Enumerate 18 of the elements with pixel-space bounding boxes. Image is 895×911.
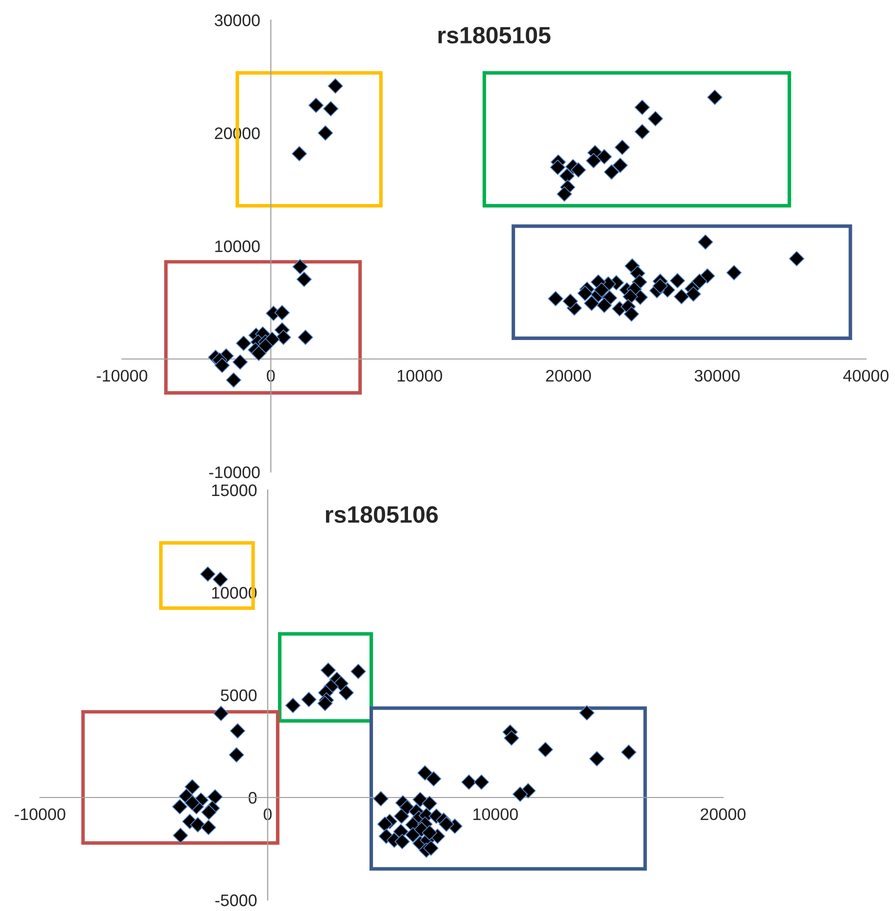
x-tick-label: 0 xyxy=(266,370,275,382)
y-tick-label: -10000 xyxy=(209,466,260,478)
x-tick-label: 10000 xyxy=(473,808,518,820)
x-tick-label: 0 xyxy=(264,808,272,820)
x-tick-label: 20000 xyxy=(700,808,746,820)
y-tick-label: 5000 xyxy=(220,689,257,702)
y-tick-label: 30000 xyxy=(214,14,260,26)
y-tick-label: 10000 xyxy=(215,240,260,252)
text: rs1805106 xyxy=(326,506,438,523)
chart-title: rs1805105 xyxy=(438,26,550,44)
x-tick-label: 30000 xyxy=(694,370,740,382)
x-tick-label: 10000 xyxy=(398,370,442,382)
y-tick-label: -5000 xyxy=(215,894,257,906)
y-tick-label: 15000 xyxy=(212,484,257,496)
x-tick-label: -10000 xyxy=(96,370,148,382)
x-tick-label: 40000 xyxy=(843,370,889,382)
x-tick-label: 20000 xyxy=(546,370,591,382)
x-tick-label: -10000 xyxy=(14,808,66,820)
